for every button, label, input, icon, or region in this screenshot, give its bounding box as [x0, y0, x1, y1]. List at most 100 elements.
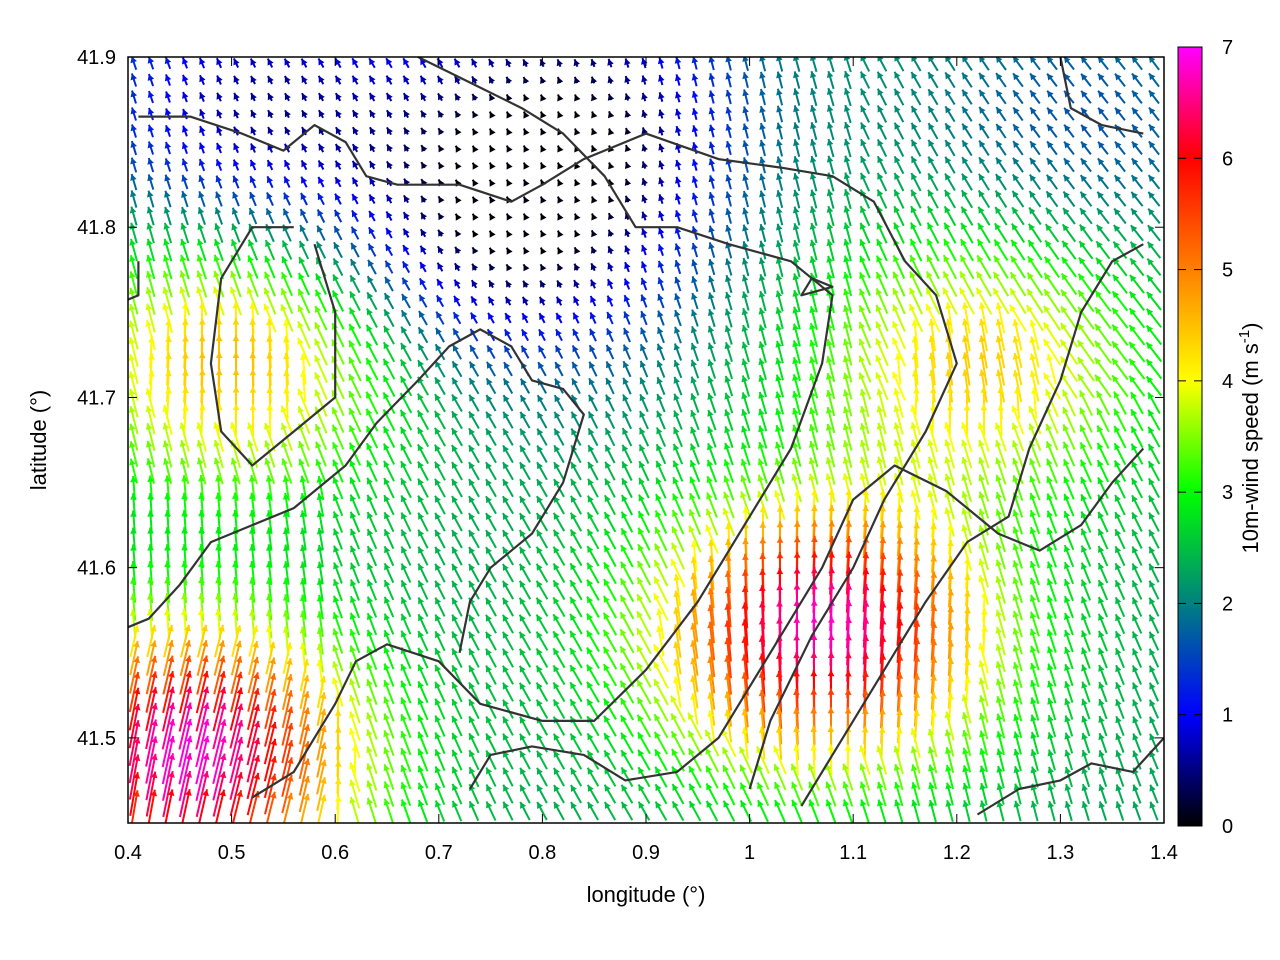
wind-arrow	[1146, 241, 1162, 259]
wind-arrow-head	[708, 242, 715, 250]
wind-arrow-head	[506, 111, 513, 119]
wind-arrow-head	[961, 206, 968, 214]
wind-arrow	[266, 58, 274, 68]
wind-arrow	[146, 254, 156, 280]
wind-arrow-head	[894, 122, 901, 130]
wind-arrow	[402, 57, 410, 69]
wind-arrow	[708, 57, 715, 71]
wind-arrow	[368, 92, 376, 102]
wind-arrow-head	[1011, 223, 1018, 231]
wind-arrow	[419, 261, 427, 273]
wind-arrow-head	[335, 177, 342, 185]
wind-arrow	[1097, 90, 1109, 104]
wind-arrow	[708, 124, 716, 138]
wind-arrow-head	[301, 76, 308, 83]
wind-arrow	[233, 142, 240, 154]
wind-arrow	[691, 90, 699, 104]
wind-arrow-head	[266, 176, 273, 184]
wind-arrow-head	[147, 57, 154, 64]
wind-arrow	[708, 242, 716, 258]
wind-arrow	[608, 196, 615, 204]
wind-arrow	[1148, 123, 1160, 139]
wind-arrow-head	[267, 93, 274, 101]
wind-arrow-head	[352, 210, 358, 218]
wind-arrow-head	[403, 195, 410, 203]
wind-arrow-head	[590, 59, 597, 66]
wind-arrow	[607, 229, 615, 237]
wind-arrow-head	[894, 57, 901, 62]
wind-arrow	[199, 92, 206, 102]
wind-arrow	[488, 263, 496, 272]
wind-arrow	[843, 104, 852, 124]
wind-arrow-head	[540, 94, 547, 102]
wind-arrow	[385, 92, 393, 102]
wind-arrow-head	[301, 110, 308, 118]
wind-arrow-head	[385, 260, 392, 268]
wind-arrow	[368, 57, 376, 69]
wind-arrow	[860, 88, 870, 106]
wind-arrow-head	[641, 195, 648, 202]
wind-arrow	[316, 209, 326, 223]
wind-arrow-head	[197, 223, 204, 231]
wind-arrow	[471, 246, 479, 255]
wind-arrow	[249, 175, 257, 189]
wind-arrow-head	[826, 88, 834, 95]
wind-arrow-head	[742, 123, 749, 131]
wind-arrow	[995, 57, 1007, 71]
wind-arrow-head	[164, 141, 172, 149]
wind-arrow-head	[877, 189, 884, 197]
wind-arrow-head	[1131, 175, 1139, 183]
wind-arrow-head	[877, 139, 884, 147]
wind-arrow-head	[335, 75, 342, 83]
wind-arrow-head	[556, 59, 563, 67]
wind-arrow-head	[352, 127, 359, 135]
wind-arrow	[199, 108, 206, 120]
wind-arrow-head	[455, 213, 462, 221]
wind-arrow-head	[455, 230, 462, 238]
wind-arrow-head	[911, 106, 918, 113]
wind-arrow-head	[284, 110, 291, 118]
wind-arrow-head	[403, 110, 410, 118]
wind-arrow	[471, 145, 479, 153]
wind-arrow-head	[591, 179, 598, 187]
wind-arrow	[300, 58, 308, 68]
wind-arrow-head	[742, 174, 749, 181]
wind-arrow	[978, 140, 990, 156]
wind-arrow	[993, 238, 1009, 262]
wind-arrow	[454, 110, 462, 119]
wind-arrow-head	[180, 207, 188, 214]
wind-arrow	[179, 254, 190, 280]
wind-arrow	[488, 162, 496, 170]
wind-arrow	[213, 254, 225, 280]
wind-arrow	[944, 105, 956, 123]
wind-arrow	[367, 243, 377, 257]
wind-arrow	[759, 173, 767, 191]
wind-arrow	[1096, 174, 1110, 190]
wind-arrow-head	[826, 139, 834, 146]
wind-arrow	[944, 88, 956, 106]
wind-arrow-head	[860, 88, 867, 96]
wind-arrow-head	[403, 212, 410, 220]
wind-arrow	[281, 255, 293, 279]
wind-arrow-head	[1063, 175, 1071, 182]
wind-arrow-head	[860, 206, 867, 214]
wind-arrow	[910, 139, 922, 157]
wind-arrow-head	[385, 244, 392, 252]
wind-arrow	[1129, 241, 1145, 259]
wind-arrow-head	[368, 259, 374, 267]
wind-arrow-head	[198, 175, 205, 183]
wind-arrow	[893, 172, 905, 192]
wind-arrow	[658, 74, 665, 86]
wind-arrow-head	[843, 155, 851, 163]
wind-arrow	[419, 228, 427, 238]
wind-arrow-head	[979, 140, 986, 148]
wind-arrow-head	[793, 57, 800, 62]
wind-arrow-head	[607, 76, 614, 84]
wind-arrow	[419, 245, 427, 255]
wind-arrow-head	[776, 206, 783, 214]
wind-arrow	[1079, 191, 1093, 207]
wind-arrow-head	[352, 110, 359, 118]
wind-arrow	[826, 222, 835, 244]
wind-arrow-head	[641, 144, 648, 152]
wind-arrow-head	[945, 72, 952, 80]
